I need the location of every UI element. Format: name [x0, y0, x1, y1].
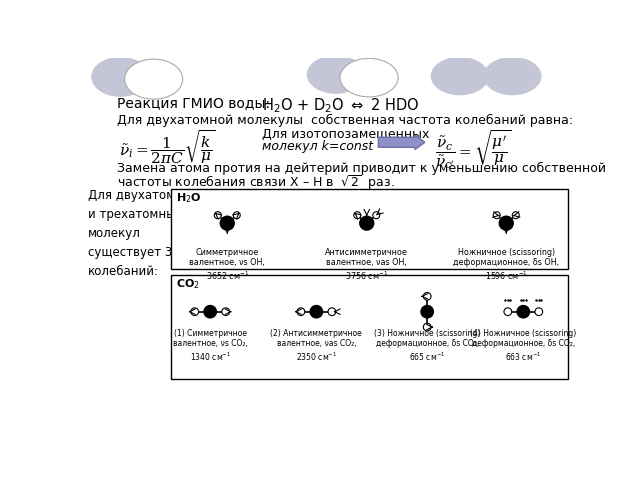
Circle shape: [517, 306, 529, 318]
Text: (1) Симметричное
валентное, νs CO₂,
1340 см$^{-1}$: (1) Симметричное валентное, νs CO₂, 1340…: [173, 329, 248, 362]
Ellipse shape: [125, 59, 182, 99]
Text: Для двухатомных
и трехатомных
молекул
существует 3 вида
колебаний:: Для двухатомных и трехатомных молекул су…: [88, 189, 206, 277]
Circle shape: [297, 308, 305, 315]
FancyArrow shape: [378, 135, 425, 150]
Circle shape: [504, 308, 511, 315]
Circle shape: [214, 212, 221, 219]
Text: Симметричное
валентное, νs OH,
3652 см$^{-1}$: Симметричное валентное, νs OH, 3652 см$^…: [189, 248, 265, 282]
Text: молекул k=const: молекул k=const: [262, 140, 373, 153]
Circle shape: [354, 212, 361, 219]
Text: CO$_2$: CO$_2$: [176, 277, 200, 291]
Ellipse shape: [431, 57, 489, 96]
Text: Ножничное (scissoring)
деформационное, δs OH,
1596 см$^{-1}$: Ножничное (scissoring) деформационное, δ…: [453, 248, 559, 282]
Circle shape: [191, 308, 198, 315]
Circle shape: [220, 216, 234, 230]
Text: (4) Ножничное (scissoring)
деформационное, δs CO₂,
663 см$^{-1}$: (4) Ножничное (scissoring) деформационно…: [470, 329, 577, 362]
Text: H$_2$O + D$_2$O $\Leftrightarrow$ 2 HDO: H$_2$O + D$_2$O $\Leftrightarrow$ 2 HDO: [262, 96, 419, 115]
Circle shape: [233, 212, 240, 219]
Text: частоты колебания связи X – H в  $\sqrt{2}$  раз.: частоты колебания связи X – H в $\sqrt{2…: [117, 173, 395, 192]
Circle shape: [499, 216, 513, 230]
Text: Антисимметричное
валентное, νas OH,
3756 см$^{-1}$: Антисимметричное валентное, νas OH, 3756…: [325, 248, 408, 282]
Circle shape: [310, 306, 323, 318]
Text: Для изотопозамещенных: Для изотопозамещенных: [262, 129, 429, 142]
Circle shape: [360, 216, 374, 230]
Text: Реакция ГМИО воды:: Реакция ГМИО воды:: [117, 96, 270, 110]
Ellipse shape: [307, 55, 365, 94]
Text: $\tilde{\nu}_i = \dfrac{1}{2\pi C}\sqrt{\dfrac{k}{\mu}}$: $\tilde{\nu}_i = \dfrac{1}{2\pi C}\sqrt{…: [119, 129, 216, 167]
Text: Замена атома протия на дейтерий приводит к уменьшению собственной: Замена атома протия на дейтерий приводит…: [117, 162, 606, 175]
Circle shape: [372, 212, 380, 219]
Text: (3) Ножничное (scissoring)
деформационное, δs CO₂,
665 см$^{-1}$: (3) Ножничное (scissoring) деформационно…: [374, 329, 481, 362]
Circle shape: [423, 292, 431, 300]
Text: (2) Антисимметричное
валентное, νas CO₂,
2350 см$^{-1}$: (2) Антисимметричное валентное, νas CO₂,…: [271, 329, 362, 362]
Circle shape: [222, 308, 230, 315]
Ellipse shape: [483, 57, 541, 96]
Circle shape: [423, 323, 431, 331]
Ellipse shape: [340, 59, 398, 97]
Circle shape: [204, 306, 216, 318]
Circle shape: [535, 308, 543, 315]
Text: H$_2$O: H$_2$O: [176, 191, 202, 204]
Bar: [172, 275, 568, 379]
Bar: [172, 189, 568, 269]
Circle shape: [421, 306, 433, 318]
Text: Для двухатомной молекулы  собственная частота колебаний равна:: Для двухатомной молекулы собственная час…: [117, 114, 573, 127]
Text: $\dfrac{\tilde{\nu}_c}{\tilde{\nu}_{c^{\prime}}} = \sqrt{\dfrac{\mu^{\prime}}{\m: $\dfrac{\tilde{\nu}_c}{\tilde{\nu}_{c^{\…: [435, 129, 511, 171]
Circle shape: [512, 212, 519, 219]
Ellipse shape: [92, 57, 149, 97]
Circle shape: [328, 308, 336, 315]
Circle shape: [493, 212, 500, 219]
